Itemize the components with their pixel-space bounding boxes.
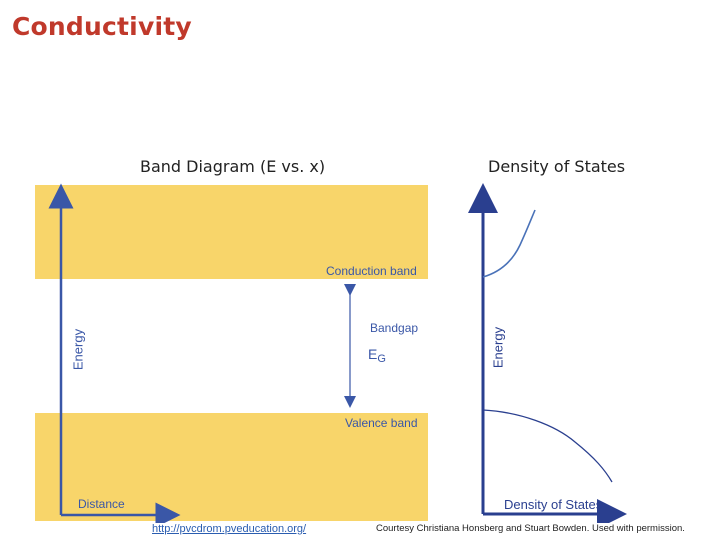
- eg-label: EG: [368, 346, 386, 365]
- distance-axis-label: Distance: [78, 497, 125, 511]
- source-link[interactable]: http://pvcdrom.pveducation.org/: [150, 523, 309, 535]
- conduction-dos-curve: [482, 209, 536, 278]
- valence-dos-curve: [482, 409, 613, 483]
- band-diagram-title: Band Diagram (E vs. x): [140, 157, 326, 176]
- slide-title: Conductivity: [12, 12, 192, 41]
- band-energy-axis-label: Energy: [70, 328, 86, 371]
- valence-band-label: Valence band: [345, 416, 418, 430]
- eg-subscript: G: [377, 353, 386, 365]
- bandgap-label: Bandgap: [370, 321, 419, 335]
- eg-letter: E: [368, 346, 378, 362]
- credit-text: Courtesy Christiana Honsberg and Stuart …: [376, 523, 685, 534]
- dos-energy-axis-label: Energy: [490, 326, 506, 369]
- conduction-band-region: [35, 185, 428, 279]
- dos-x-axis-label: Density of States: [504, 497, 603, 512]
- valence-band-region: [35, 413, 428, 521]
- density-of-states-title: Density of States: [488, 157, 626, 176]
- conduction-band-label: Conduction band: [326, 264, 417, 278]
